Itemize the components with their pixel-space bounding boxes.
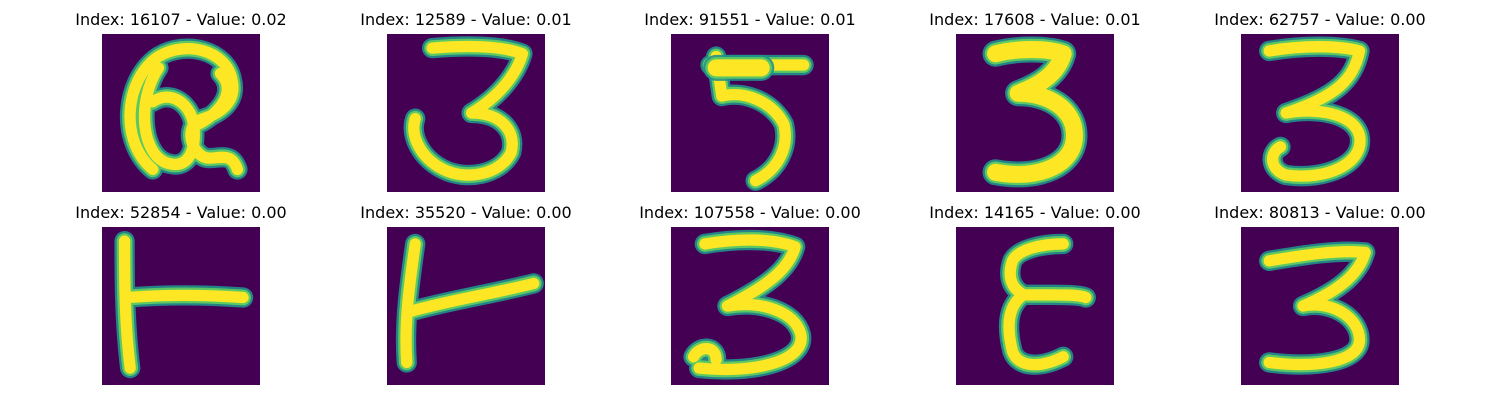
digit-image [1241,227,1399,385]
digit-image [387,227,545,385]
digit-image [102,227,260,385]
panel-title: Index: 52854 - Value: 0.00 [75,203,287,222]
digit-stroke [408,40,529,181]
digit-stroke [687,234,807,376]
digit-image [956,227,1114,385]
panel-title: Index: 62757 - Value: 0.00 [1214,10,1426,29]
digit-stroke [1263,246,1371,371]
panel-title: Index: 80813 - Value: 0.00 [1214,203,1426,222]
digit-stroke [987,41,1083,183]
digit-image [387,34,545,192]
digit-image [956,34,1114,192]
digit-stroke [400,238,540,369]
panel-title: Index: 17608 - Value: 0.01 [929,10,1141,29]
digit-image [1241,34,1399,192]
digit-image [102,34,260,192]
panel-title: Index: 35520 - Value: 0.00 [360,203,572,222]
digit-stroke [118,235,249,374]
digit-stroke [124,43,244,176]
panel-title: Index: 12589 - Value: 0.01 [360,10,572,29]
digit-image [671,227,829,385]
panel-title: Index: 14165 - Value: 0.00 [929,203,1141,222]
digit-stroke [1003,238,1092,371]
digit-image [671,34,829,192]
digit-stroke [1263,41,1366,182]
panel-title: Index: 16107 - Value: 0.02 [75,10,287,29]
panel-title: Index: 91551 - Value: 0.01 [644,10,856,29]
panel-title: Index: 107558 - Value: 0.00 [639,203,861,222]
